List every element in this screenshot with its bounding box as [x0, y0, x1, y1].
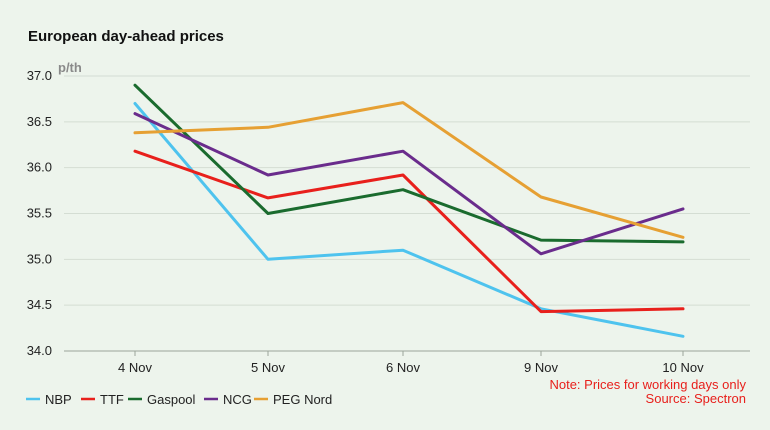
series-line-gaspool — [133, 83, 685, 244]
legend-label-ttf: TTF — [100, 392, 124, 407]
y-tick-label: 35.5 — [27, 206, 52, 221]
y-tick-label: 35.0 — [27, 251, 52, 266]
series-line-nbp — [133, 102, 685, 338]
legend-label-ncg: NCG — [223, 392, 252, 407]
x-tick-label: 10 Nov — [662, 360, 704, 375]
note-working-days: Note: Prices for working days only — [549, 377, 746, 392]
y-tick-label: 36.5 — [27, 114, 52, 129]
y-tick-label: 34.5 — [27, 297, 52, 312]
series-line-ncg — [133, 112, 685, 256]
legend-label-gaspool: Gaspool — [147, 392, 196, 407]
series-line-peg-nord — [133, 101, 685, 239]
chart-title: European day-ahead prices — [28, 28, 224, 45]
chart-note: Note: Prices for working days only Sourc… — [549, 378, 746, 406]
x-tick-label: 5 Nov — [251, 360, 285, 375]
series-line-ttf — [133, 149, 685, 314]
x-tick-label: 9 Nov — [524, 360, 558, 375]
y-tick-label: 36.0 — [27, 160, 52, 175]
x-tick-label: 6 Nov — [386, 360, 420, 375]
y-axis-unit-label: p/th — [58, 60, 82, 75]
legend-label-nbp: NBP — [45, 392, 72, 407]
legend-label-peg-nord: PEG Nord — [273, 392, 332, 407]
y-tick-label: 37.0 — [27, 68, 52, 83]
note-source: Source: Spectron — [645, 391, 746, 406]
y-tick-label: 34.0 — [27, 343, 52, 358]
x-tick-label: 4 Nov — [118, 360, 152, 375]
